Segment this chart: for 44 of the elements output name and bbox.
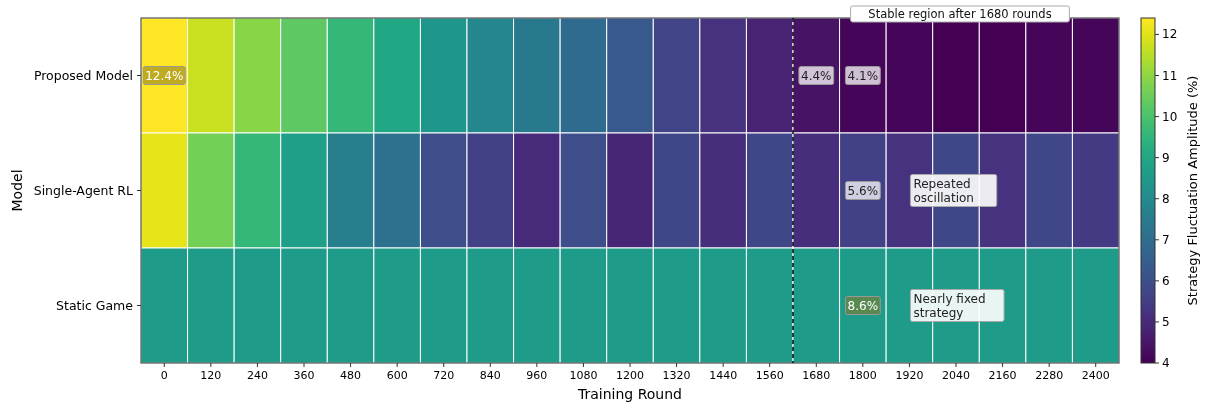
data-label: 8.6% [847, 299, 879, 313]
x-tick-label: 840 [479, 369, 501, 382]
color-bar-label: 5 [1162, 314, 1170, 329]
color-bar-title: Strategy Fluctuation Amplitude (%) [1185, 75, 1200, 306]
x-tick-label: 1920 [895, 369, 924, 382]
data-label: 4.1% [847, 69, 879, 83]
annotation: Nearly fixed strategy [913, 291, 986, 320]
color-bar-label: 8 [1162, 191, 1170, 206]
x-tick-label: 1800 [848, 369, 877, 382]
x-tick-label: 1680 [802, 369, 831, 382]
color-bar-label: 10 [1162, 109, 1178, 124]
color-bar-label: 12 [1162, 27, 1178, 42]
y-tick-label: Proposed Model [33, 67, 133, 83]
color-bar-label: 11 [1162, 68, 1178, 83]
data-label: 5.6% [847, 184, 879, 198]
x-tick-label: 2280 [1035, 369, 1064, 382]
data-label: 12.4% [145, 69, 184, 83]
x-tick-label: 960 [526, 369, 548, 382]
x-tick-label: 2400 [1081, 369, 1110, 382]
y-axis-title: Model [9, 169, 25, 212]
x-tick-label: 720 [433, 369, 455, 382]
annotation: Stable region after 1680 rounds [868, 7, 1052, 21]
x-tick-label: 600 [386, 369, 408, 382]
x-tick-label: 1440 [709, 369, 738, 382]
y-tick-label: Single-Agent RL [33, 182, 134, 198]
x-tick-label: 1200 [616, 369, 644, 382]
x-axis-title: Training Round [577, 386, 682, 402]
x-tick-label: 2040 [942, 369, 970, 382]
x-tick-label: 0 [160, 369, 168, 382]
x-tick-label: 1080 [569, 369, 598, 382]
x-tick-label: 2160 [988, 369, 1017, 382]
x-tick-label: 1320 [662, 369, 691, 382]
color-bar-label: 9 [1162, 150, 1170, 165]
color-bar-label: 4 [1162, 356, 1170, 370]
y-tick-label: Static Game [56, 297, 134, 313]
data-label: 4.4% [801, 69, 832, 83]
x-tick-label: 240 [246, 369, 268, 382]
annotation: Repeated oscillation [913, 176, 974, 205]
x-tick-label: 360 [293, 369, 315, 382]
color-bar-label: 7 [1162, 232, 1170, 247]
x-tick-label: 120 [200, 369, 222, 382]
x-tick-label: 480 [340, 369, 362, 382]
x-tick-label: 1560 [755, 369, 784, 382]
color-bar-label: 6 [1162, 273, 1170, 288]
